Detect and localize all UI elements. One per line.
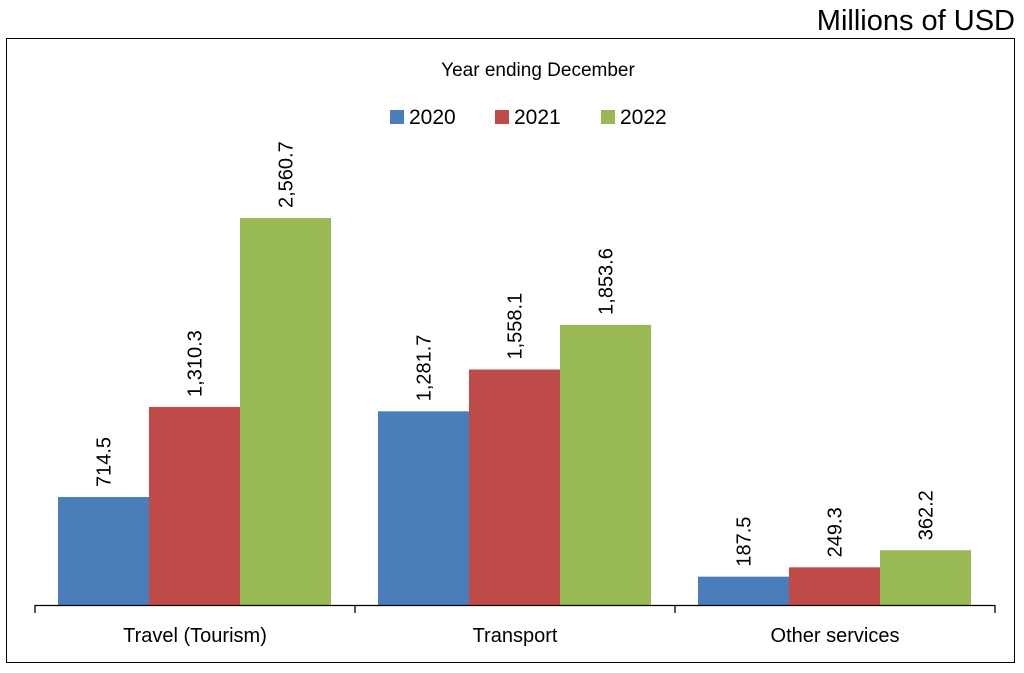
- bar-2022: [880, 550, 971, 605]
- x-tick-label: Travel (Tourism): [123, 625, 267, 647]
- chart-frame: [6, 38, 1015, 663]
- chart-title: Millions of USD: [817, 5, 1015, 37]
- data-label: 187.5: [734, 517, 756, 567]
- bar-2020: [378, 411, 469, 605]
- legend-label: 2020: [409, 106, 456, 129]
- bar-2022: [560, 324, 651, 605]
- data-label: 362.2: [916, 490, 938, 540]
- legend-swatch-2021: [495, 110, 509, 124]
- legend-swatch-2022: [601, 110, 615, 124]
- data-label: 1,310.3: [185, 330, 207, 397]
- bar-2022: [240, 218, 331, 605]
- data-label: 714.5: [94, 437, 116, 487]
- data-label: 1,281.7: [414, 335, 436, 402]
- legend-label: 2022: [620, 106, 667, 129]
- bar-2020: [698, 576, 789, 605]
- data-label: 2,560.7: [276, 141, 298, 208]
- x-axis: Travel (Tourism) Transport Other services: [34, 604, 996, 647]
- x-tick-label: Other services: [771, 625, 900, 647]
- x-tick-label: Transport: [473, 625, 558, 647]
- legend: 2020 2021 2022: [390, 106, 667, 129]
- legend-label: 2021: [514, 106, 561, 129]
- data-label: 1,558.1: [505, 293, 527, 360]
- bar-2021: [469, 369, 560, 605]
- data-label: 249.3: [825, 507, 847, 557]
- bars: 714.5 1,310.3 2,560.7 1,281.7 1,558.1 1,853.6…: [58, 141, 971, 605]
- legend-swatch-2020: [390, 110, 404, 124]
- legend-title: Year ending December: [441, 60, 635, 81]
- bar-2021: [789, 567, 880, 605]
- bar-2021: [149, 406, 240, 605]
- bar-2020: [58, 497, 149, 605]
- data-label: 1,853.6: [596, 248, 618, 315]
